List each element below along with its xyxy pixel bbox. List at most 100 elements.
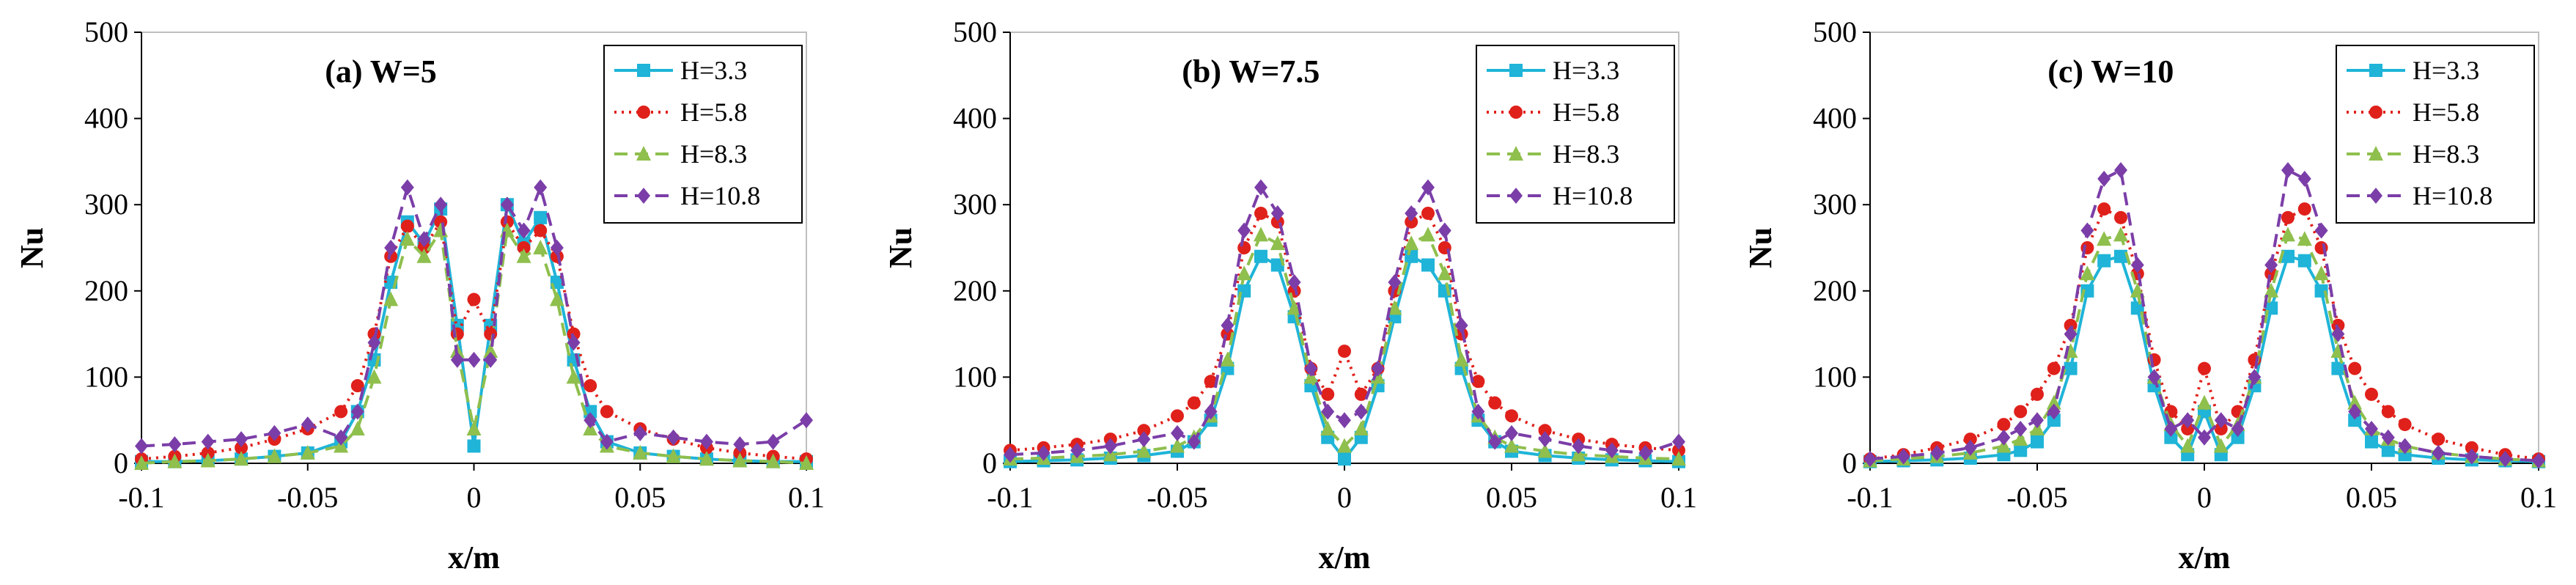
data-point (484, 327, 498, 341)
x-tick-label: 0.05 (1486, 481, 1537, 514)
data-point (1505, 424, 1518, 441)
data-point (1405, 249, 1418, 263)
data-point (1187, 396, 1201, 410)
data-point (434, 196, 448, 213)
y-tick-label: 0 (114, 446, 128, 479)
data-point (733, 436, 747, 453)
data-point (2097, 202, 2111, 216)
legend-swatch-marker (1509, 64, 1523, 77)
data-point (516, 248, 531, 263)
data-point (2231, 420, 2245, 437)
data-point (2297, 170, 2311, 187)
legend-swatch-marker (637, 64, 650, 77)
data-point (2046, 394, 2061, 410)
data-point (2432, 433, 2446, 446)
data-point (466, 420, 482, 435)
data-point (2264, 257, 2278, 273)
data-point (1505, 409, 1518, 423)
data-point (1170, 438, 1185, 453)
data-point (500, 196, 514, 213)
legend-swatch-marker (2369, 188, 2382, 204)
y-tick-label: 400 (1813, 102, 1857, 135)
data-point (2498, 451, 2512, 468)
y-tick-label: 500 (953, 15, 997, 48)
data-point (2197, 394, 2212, 410)
data-point (300, 444, 315, 460)
chart-panel-2: 0 100 200 300 400 500 -0.1 -0.05 0 0.05 0.1 (b) W=7… (883, 15, 1697, 575)
data-point (1997, 418, 2011, 432)
x-tick-label: 0 (2197, 481, 2212, 514)
data-point (2113, 227, 2128, 242)
data-point (1353, 420, 1369, 435)
y-tick-label: 400 (84, 102, 128, 135)
legend: H=3.3 H=5.8 H=8.3 H=10.8 (1476, 45, 1675, 224)
data-point (2014, 444, 2028, 457)
data-point (1388, 274, 1402, 291)
data-point (550, 240, 564, 256)
data-point (1405, 205, 1418, 221)
data-point (1638, 444, 1652, 461)
data-point (350, 420, 365, 435)
data-point (1863, 451, 1877, 468)
data-point (800, 412, 813, 429)
series-H=5.8 (1863, 202, 2545, 466)
data-point (2097, 254, 2111, 268)
data-point (2014, 405, 2028, 419)
legend-label: H=5.8 (2413, 98, 2479, 127)
data-point (1254, 249, 1267, 263)
data-point (2130, 257, 2144, 273)
data-point (2130, 301, 2144, 315)
data-point (2198, 361, 2211, 375)
data-point (1171, 424, 1184, 441)
data-point (367, 369, 382, 384)
data-point (1103, 438, 1117, 455)
data-point (367, 334, 381, 351)
x-tick-label: -0.05 (2006, 481, 2067, 514)
data-point (1171, 409, 1184, 423)
data-point (2348, 403, 2362, 420)
data-point (2331, 361, 2345, 375)
data-point (1321, 387, 1335, 401)
series-line (1869, 233, 2539, 463)
data-point (2297, 202, 2311, 216)
data-point (1421, 258, 1435, 272)
data-point (1254, 227, 1268, 242)
data-point (2180, 438, 2196, 453)
x-axis-title: x/m (1319, 540, 1371, 575)
y-tick-label: 400 (953, 102, 997, 135)
data-point (2097, 170, 2111, 187)
y-tick-label: 0 (1842, 446, 1857, 479)
data-point (2398, 418, 2412, 432)
legend-label: H=5.8 (1553, 98, 1619, 127)
data-point (534, 224, 548, 238)
data-point (2047, 413, 2061, 427)
data-point (2164, 430, 2178, 444)
data-point (2031, 435, 2044, 449)
y-tick-label: 500 (84, 15, 128, 48)
data-point (1421, 206, 1435, 220)
legend-swatch-marker (2369, 64, 2382, 77)
legend-swatch-marker (636, 146, 651, 161)
x-tick-label: 0 (467, 481, 482, 514)
data-point (235, 431, 249, 448)
series-line (1009, 254, 1679, 463)
legend: H=3.3 H=5.8 H=8.3 H=10.8 (2336, 45, 2535, 224)
data-point (1421, 227, 1435, 242)
data-point (268, 424, 281, 441)
data-point (484, 351, 498, 368)
data-point (1070, 442, 1084, 459)
data-point (799, 455, 814, 470)
data-point (2381, 444, 2395, 457)
data-point (417, 231, 431, 248)
chart-panel-1: 0 100 200 300 400 500 -0.1 -0.05 0 0.05 0.1 (a) W=5… (14, 15, 825, 575)
data-point (1537, 443, 1553, 458)
data-point (2365, 435, 2378, 449)
data-point (1387, 300, 1402, 315)
data-point (1471, 403, 1485, 420)
legend-swatch-marker (637, 188, 650, 204)
data-point (2114, 162, 2127, 179)
data-point (467, 351, 481, 368)
legend-label: H=8.3 (2413, 139, 2479, 169)
data-point (567, 334, 581, 351)
data-point (1204, 403, 1218, 420)
